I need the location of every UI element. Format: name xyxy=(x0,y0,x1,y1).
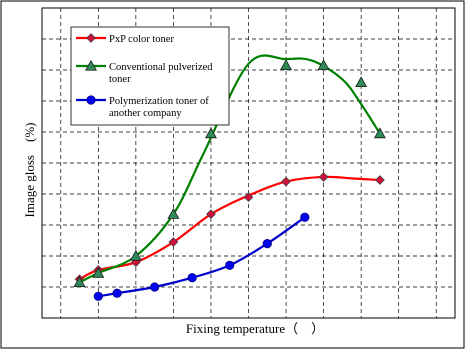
data-point xyxy=(263,239,272,248)
legend-label: PxP color toner xyxy=(109,34,174,45)
y-axis-label: Image gloss (%) xyxy=(22,123,37,218)
data-point xyxy=(94,292,103,301)
data-point xyxy=(225,261,234,270)
data-point xyxy=(188,273,197,282)
x-axis-label: Fixing temperature（ ） xyxy=(186,321,324,336)
data-point xyxy=(113,289,122,298)
legend-swatch-marker xyxy=(87,96,96,105)
data-point xyxy=(150,283,159,292)
data-point xyxy=(301,213,310,222)
